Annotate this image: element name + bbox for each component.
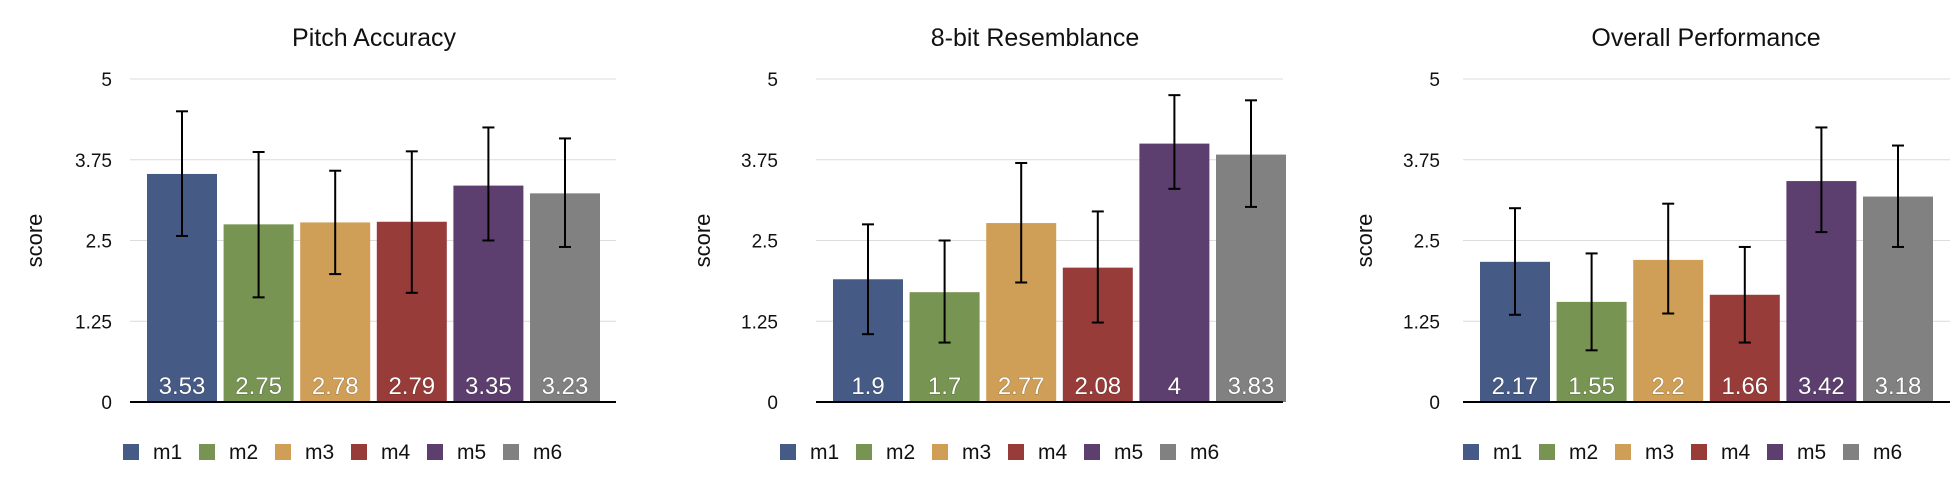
data-label-m4: 1.66 [1721,373,1768,400]
legend-label-m6: m6 [533,441,562,464]
chart-title: Overall Performance [1591,24,1820,52]
legend-swatch-m5 [427,444,443,460]
data-label-m4: 2.79 [388,373,435,400]
y-tick-label: 3.75 [741,151,778,172]
legend-swatch-m2 [1539,444,1555,460]
legend-swatch-m1 [123,444,139,460]
y-tick-label: 0 [767,393,778,414]
legend-label-m2: m2 [1569,441,1598,464]
chart-panel-1: Pitch Accuracy score 0 1.25 2.5 3.75 5 3.53 2.75… [22,24,616,464]
legend-swatch-m3 [275,444,291,460]
legend-label-m6: m6 [1873,441,1902,464]
y-tick-label: 3.75 [75,151,112,172]
legend-label-m3: m3 [305,441,334,464]
y-axis-label: score [22,214,47,268]
data-label-m1: 3.53 [159,373,206,400]
data-label-m6: 3.83 [1228,373,1275,400]
y-axis-label: score [690,214,715,268]
data-label-m3: 2.2 [1652,373,1685,400]
legend-swatch-m5 [1767,444,1783,460]
data-label-m6: 3.18 [1875,373,1922,400]
data-label-m4: 2.08 [1074,373,1121,400]
data-label-m5: 3.35 [465,373,512,400]
data-label-m6: 3.23 [542,373,589,400]
legend-swatch-m6 [503,444,519,460]
y-tick-label: 1.25 [1403,312,1440,333]
legend-label-m1: m1 [810,441,839,464]
legend-label-m1: m1 [1493,441,1522,464]
y-tick-label: 2.5 [1414,232,1440,253]
legend-label-m2: m2 [886,441,915,464]
y-tick-label: 1.25 [741,312,778,333]
y-tick-label: 5 [101,70,112,91]
legend-label-m1: m1 [153,441,182,464]
legend-label-m4: m4 [381,441,410,464]
y-tick-label: 5 [1429,70,1440,91]
data-label-m5: 3.42 [1798,373,1845,400]
y-axis-label: score [1352,214,1377,268]
chart-title: Pitch Accuracy [292,24,456,52]
chart-title: 8-bit Resemblance [931,24,1139,52]
legend-swatch-m1 [780,444,796,460]
data-label-m5: 4 [1168,373,1181,400]
y-tick-label: 5 [767,70,778,91]
chart-panel-3: Overall Performance score 0 1.25 2.5 3.75 5 2.1… [1352,24,1950,464]
legend-swatch-m2 [199,444,215,460]
legend-label-m3: m3 [1645,441,1674,464]
legend-label-m4: m4 [1721,441,1750,464]
legend-swatch-m2 [856,444,872,460]
legend-swatch-m3 [1615,444,1631,460]
y-tick-label: 3.75 [1403,151,1440,172]
data-label-m1: 1.9 [851,373,884,400]
legend-swatch-m3 [932,444,948,460]
legend-swatch-m5 [1084,444,1100,460]
data-label-m3: 2.77 [998,373,1045,400]
y-tick-label: 2.5 [752,232,778,253]
y-tick-label: 0 [101,393,112,414]
legend-swatch-m1 [1463,444,1479,460]
data-label-m2: 2.75 [235,373,282,400]
legend-swatch-m6 [1843,444,1859,460]
legend-label-m5: m5 [1797,441,1826,464]
y-tick-label: 1.25 [75,312,112,333]
legend-label-m6: m6 [1190,441,1219,464]
legend-label-m5: m5 [457,441,486,464]
legend-swatch-m4 [1691,444,1707,460]
legend-label-m3: m3 [962,441,991,464]
data-label-m1: 2.17 [1492,373,1539,400]
legend-swatch-m4 [351,444,367,460]
chart-panel-2: 8-bit Resemblance score 0 1.25 2.5 3.75 5 1.9 1.… [690,24,1286,464]
legend-label-m2: m2 [229,441,258,464]
y-tick-label: 2.5 [86,232,112,253]
legend-swatch-m4 [1008,444,1024,460]
legend-label-m5: m5 [1114,441,1143,464]
y-tick-label: 0 [1429,393,1440,414]
data-label-m2: 1.55 [1568,373,1615,400]
data-label-m2: 1.7 [928,373,961,400]
legend-label-m4: m4 [1038,441,1067,464]
legend-swatch-m6 [1160,444,1176,460]
data-label-m3: 2.78 [312,373,359,400]
